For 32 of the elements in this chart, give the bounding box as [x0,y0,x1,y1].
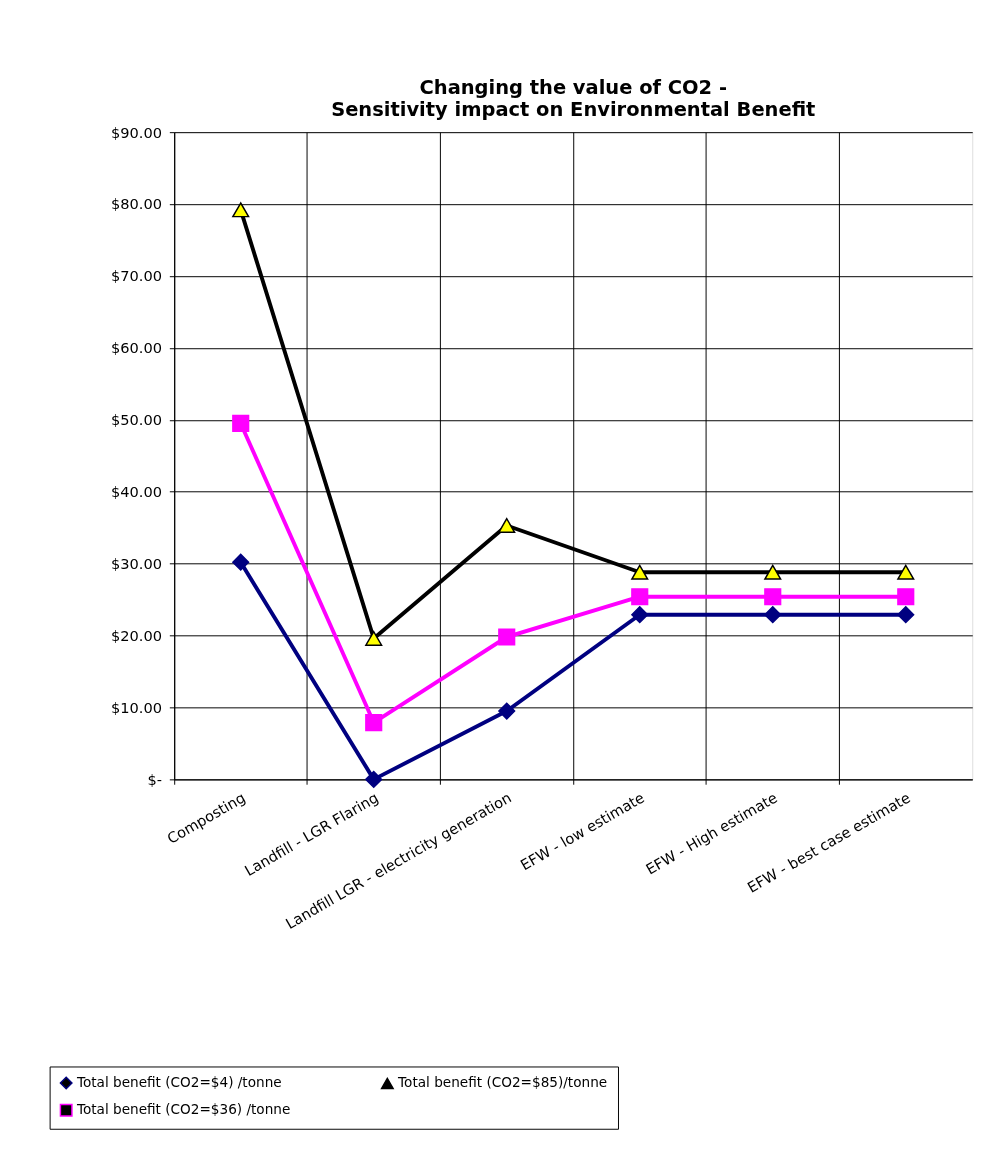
legend-label: Total benefit (CO2=$36) /tonne [75,1101,291,1118]
y-tick-label: $50.00 [111,411,163,429]
y-tick-label: $40.00 [111,483,163,501]
y-tick-label: $60.00 [111,339,163,357]
point [897,564,915,580]
point [365,713,383,732]
point [498,702,516,720]
point [764,606,782,624]
point [764,564,782,580]
y-tick-label: $90.00 [111,123,163,141]
point [365,770,383,788]
y-tick-label: $20.00 [111,626,163,644]
point [498,518,516,534]
y-tick-label: $- [147,770,163,788]
point [631,564,649,580]
point [232,202,250,218]
y-tick-label: $10.00 [111,698,163,716]
point [232,414,250,432]
chart-title: Changing the value of CO2 - Sensitivity impact on Environmental Benefit [331,76,816,121]
point [764,588,782,606]
point [897,588,915,606]
point [232,553,250,571]
y-tick-label: $70.00 [111,267,163,285]
legend-label: Total benefit (CO2=$4) /tonne [75,1073,282,1090]
legend-label: Total benefit (CO2=$85)/tonne [397,1074,608,1091]
point [498,628,516,646]
point [365,630,383,646]
point [631,588,649,606]
y-tick-label: $80.00 [111,195,163,213]
y-tick-label: $30.00 [111,555,163,572]
point [897,606,915,624]
point [631,606,649,624]
